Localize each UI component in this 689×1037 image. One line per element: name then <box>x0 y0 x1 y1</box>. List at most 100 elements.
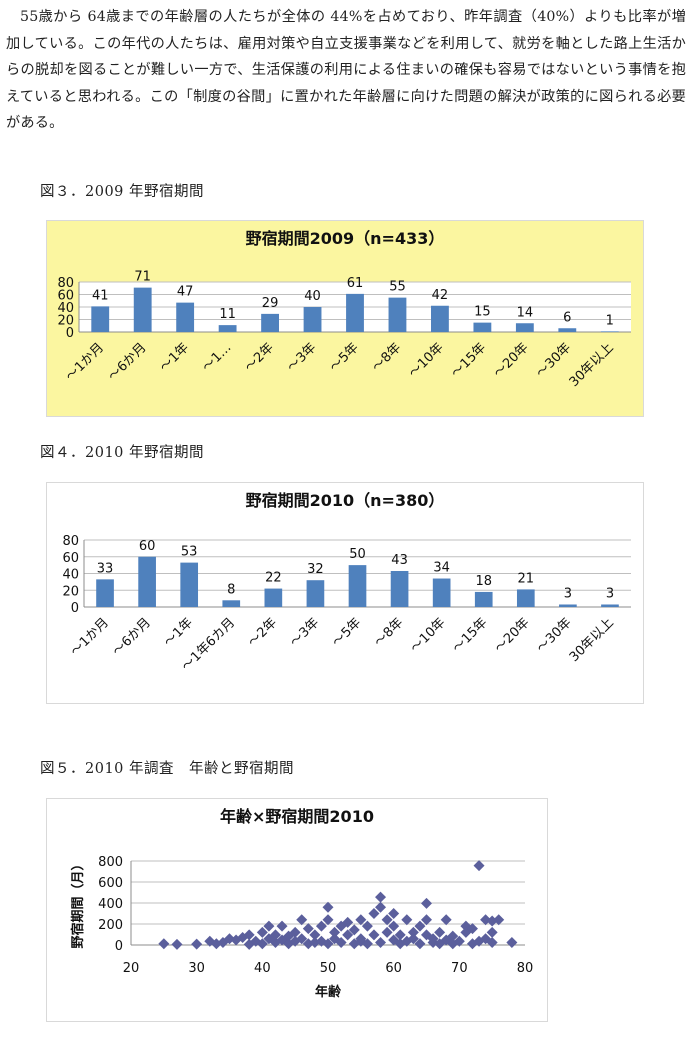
scatter-point <box>296 933 308 945</box>
bar-value-label: 50 <box>349 547 366 562</box>
scatter-point <box>407 926 419 938</box>
chart-title: 野宿期間2010（n=380） <box>246 491 445 510</box>
y-tick-label: 0 <box>115 939 123 954</box>
scatter-point <box>427 933 439 945</box>
chart-2010-svg: 野宿期間2010（n=380）02040608033～1か月60～6か月53～1… <box>46 482 644 704</box>
bar <box>138 556 156 607</box>
y-tick-label: 40 <box>57 301 74 316</box>
scatter-point <box>171 938 183 950</box>
scatter-point <box>302 923 314 935</box>
y-axis-title: 野宿期間（月） <box>70 857 86 948</box>
scatter-point <box>440 914 452 926</box>
scatter-point <box>486 936 498 948</box>
scatter-point <box>263 920 275 932</box>
bar-value-label: 55 <box>389 280 406 295</box>
scatter-point <box>414 938 426 950</box>
scatter-point <box>414 920 426 932</box>
bar-value-label: 29 <box>262 296 279 311</box>
x-tick-label: 70 <box>451 961 468 976</box>
bar-value-label: 8 <box>227 582 235 597</box>
scatter-point <box>394 938 406 950</box>
x-axis-title: 年齢 <box>315 984 342 1000</box>
bar <box>96 579 114 607</box>
scatter-point <box>224 933 235 945</box>
bar-value-label: 11 <box>219 307 236 322</box>
scatter-point <box>473 860 485 872</box>
scatter-point <box>368 908 380 919</box>
scatter-point <box>375 936 387 948</box>
scatter-point <box>256 938 268 950</box>
bar <box>176 302 195 332</box>
bar <box>218 325 237 332</box>
y-tick-label: 800 <box>98 855 123 870</box>
bar <box>388 297 407 332</box>
scatter-point <box>361 938 373 950</box>
scatter-point <box>394 929 406 941</box>
bar <box>601 604 619 607</box>
bar <box>600 331 619 332</box>
scatter-point <box>447 938 459 950</box>
scatter-point <box>375 891 387 903</box>
scatter-point <box>315 920 327 932</box>
scatter-point <box>401 935 413 947</box>
bar <box>264 588 283 607</box>
scatter-point <box>355 914 367 926</box>
y-tick-label: 0 <box>66 326 74 341</box>
bar-value-label: 61 <box>347 276 364 291</box>
x-tick-label: 40 <box>254 961 271 976</box>
bar-value-label: 22 <box>265 571 282 586</box>
y-tick-label: 80 <box>57 276 74 291</box>
x-tick-label: 60 <box>385 961 402 976</box>
scatter-point <box>322 938 334 950</box>
figure5-caption: 図５．2010 年調査 年齢と野宿期間 <box>40 761 295 777</box>
scatter-point <box>421 897 432 909</box>
scatter-point <box>348 924 360 936</box>
scatter-point <box>434 938 446 950</box>
bar-value-label: 1 <box>606 313 614 328</box>
scatter-point <box>466 923 478 935</box>
intro-paragraph: 55歳から 64歳までの年齢層の人たちが全体の 44%を占めており、昨年調査（4… <box>6 9 686 131</box>
y-tick-label: 20 <box>62 584 79 599</box>
chart-title: 年齢×野宿期間2010 <box>220 807 374 826</box>
bar <box>558 328 577 332</box>
chart-2009-duration: 野宿期間2009（n=433） 0 20 40 60 80 41 ～1か月 71 ～6か月 47 ～1… <box>46 220 644 417</box>
bar <box>91 306 110 332</box>
scatter-point <box>256 926 268 938</box>
scatter-point <box>335 920 347 932</box>
bar <box>516 589 535 607</box>
scatter-point <box>506 936 518 948</box>
scatter-point <box>401 914 413 926</box>
scatter-point <box>302 938 314 950</box>
y-tick-label: 400 <box>98 897 123 912</box>
bar-value-label: 6 <box>563 310 571 325</box>
bar-value-label: 15 <box>474 305 491 320</box>
bar <box>473 322 492 332</box>
y-tick-label: 80 <box>62 534 79 549</box>
bar-value-label: 42 <box>432 288 449 303</box>
bar-value-label: 3 <box>564 586 572 601</box>
scatter-point <box>210 938 222 950</box>
scatter-point <box>473 935 485 947</box>
bar-value-label: 18 <box>475 574 492 589</box>
bar-value-label: 32 <box>307 562 324 577</box>
x-tick-label: 20 <box>123 961 140 976</box>
scatter-point <box>434 926 446 938</box>
bar <box>431 305 449 332</box>
y-tick-label: 600 <box>98 876 123 891</box>
scatter-point <box>283 938 295 950</box>
scatter-point <box>322 901 334 913</box>
scatter-point <box>269 929 281 941</box>
bar-value-label: 41 <box>92 288 109 303</box>
x-tick-label: 30 <box>188 961 205 976</box>
bar <box>180 562 199 607</box>
scatter-point <box>466 938 478 950</box>
bar-value-label: 60 <box>139 539 156 554</box>
scatter-point <box>348 938 360 950</box>
y-tick-label: 200 <box>98 918 123 933</box>
scatter-point <box>158 938 170 950</box>
bar-value-label: 3 <box>606 586 614 601</box>
bar-value-label: 43 <box>391 553 408 568</box>
scatter-point <box>421 914 432 926</box>
scatter-point <box>217 936 229 948</box>
scatter-point <box>381 914 393 926</box>
